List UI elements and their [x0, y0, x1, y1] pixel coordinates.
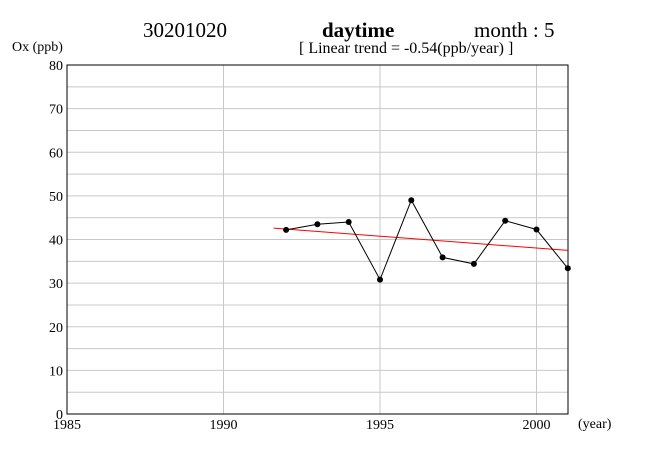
y-tick-label: 10 — [49, 364, 63, 379]
trend-label: [ Linear trend = -0.54(ppb/year) ] — [299, 40, 514, 57]
data-point — [439, 254, 446, 261]
y-tick-label: 60 — [49, 146, 63, 161]
y-tick-label: 50 — [49, 190, 63, 205]
y-tick-label: 20 — [49, 321, 63, 336]
data-point — [533, 226, 540, 233]
station-code: 30201020 — [143, 18, 227, 42]
plot-frame — [66, 64, 569, 415]
month-label: month : 5 — [474, 18, 555, 42]
x-axis-label: (year) — [578, 417, 612, 432]
data-point — [564, 265, 571, 272]
x-tick-label: 1995 — [366, 418, 394, 433]
data-point — [283, 226, 290, 233]
y-tick-label: 70 — [49, 103, 63, 118]
y-tick-label: 40 — [49, 234, 63, 249]
data-point — [377, 276, 383, 283]
y-axis-label: Ox (ppb) — [12, 40, 63, 55]
x-tick-label: 1990 — [210, 418, 238, 433]
data-point — [345, 219, 352, 226]
series-line — [286, 199, 569, 281]
x-tick-label: 2000 — [523, 418, 551, 433]
x-tick-label: 1985 — [53, 418, 81, 433]
y-tick-label: 0 — [56, 408, 63, 423]
period-label: daytime — [322, 18, 395, 42]
data-point — [314, 221, 321, 228]
y-tick-label: 30 — [49, 277, 63, 292]
y-tick-label: 80 — [49, 59, 63, 74]
data-point — [502, 217, 509, 224]
trend-line — [273, 227, 568, 251]
data-point — [408, 197, 415, 204]
data-point — [470, 260, 477, 267]
